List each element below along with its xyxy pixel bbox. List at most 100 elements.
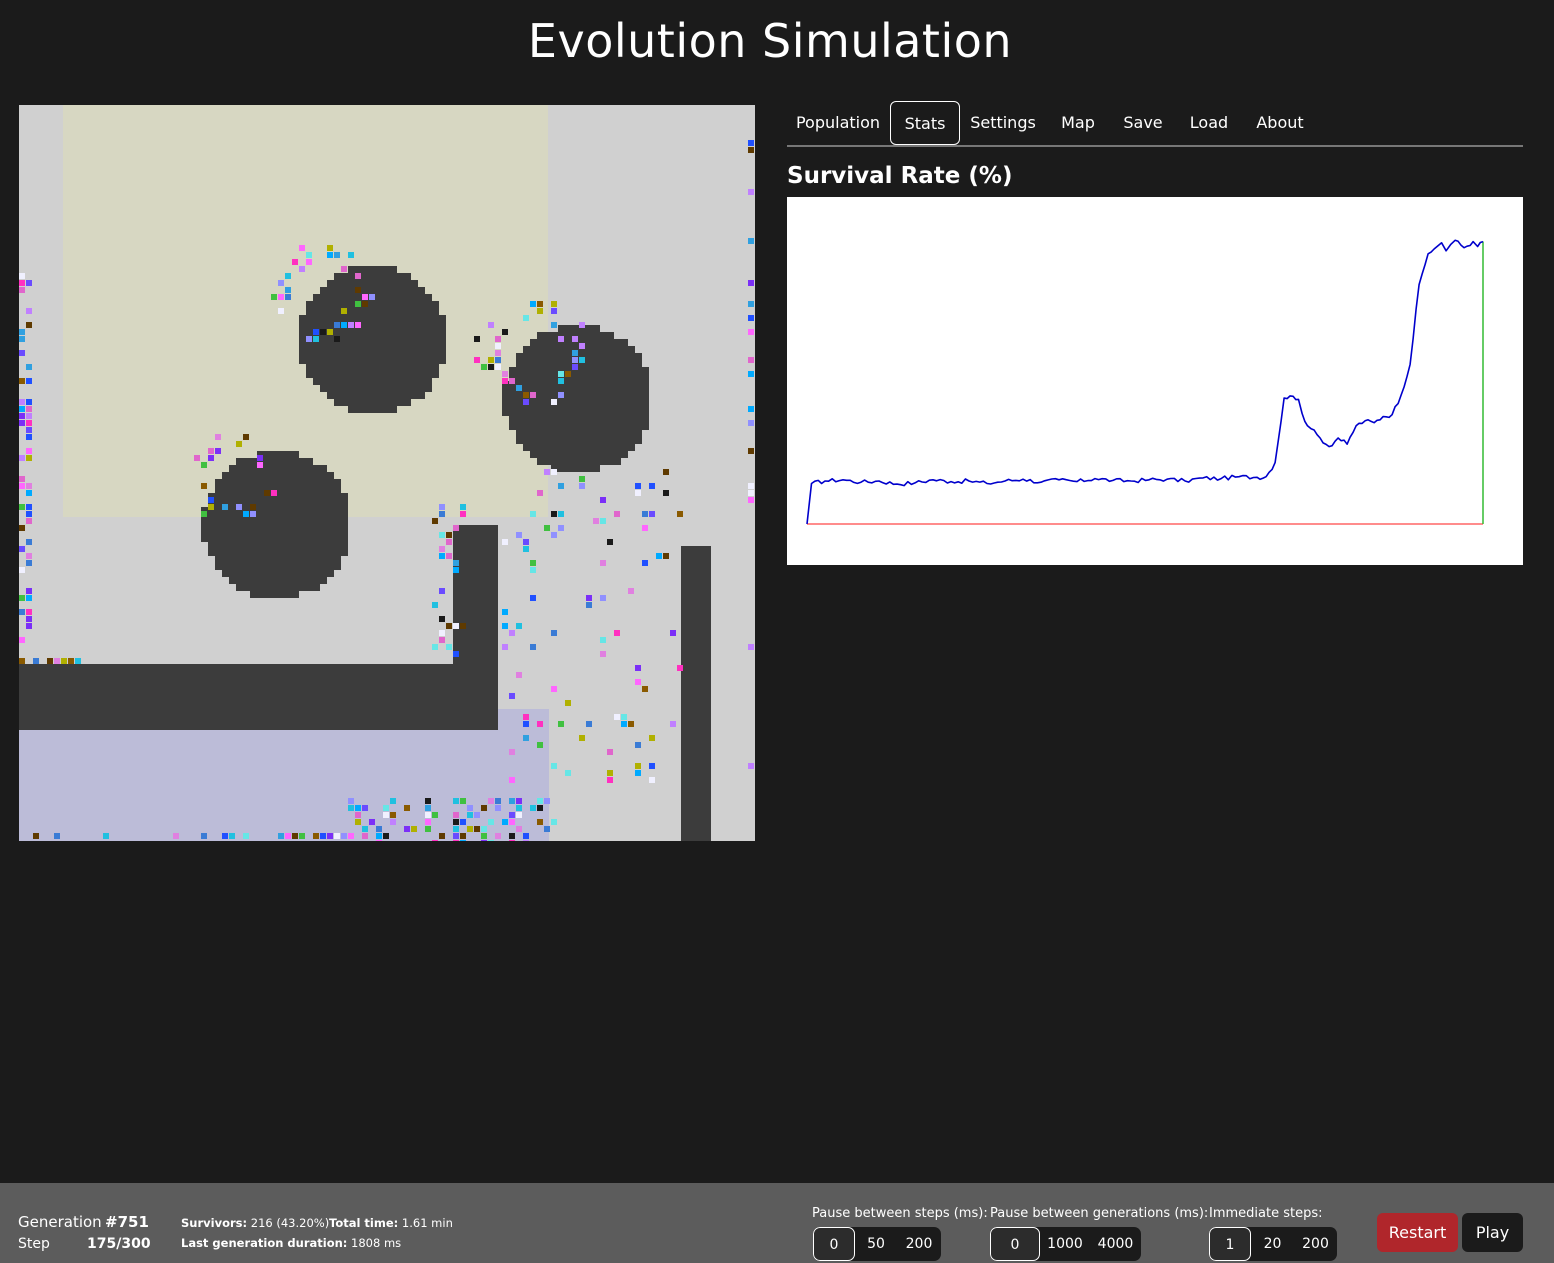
- creature: [306, 336, 312, 342]
- creature: [551, 532, 557, 538]
- play-button[interactable]: Play: [1462, 1213, 1523, 1252]
- creature: [572, 357, 578, 363]
- creature: [19, 273, 25, 279]
- pause-gens-option[interactable]: 0: [990, 1227, 1040, 1261]
- creature: [411, 826, 417, 832]
- creature: [26, 308, 32, 314]
- survivors-value: 216 (43.20%): [251, 1216, 329, 1230]
- creature: [439, 616, 445, 622]
- creature: [26, 511, 32, 517]
- creature: [355, 301, 361, 307]
- creature: [26, 406, 32, 412]
- immediate-steps-option[interactable]: 200: [1294, 1227, 1337, 1261]
- creature: [530, 392, 536, 398]
- obstacle-row: [313, 378, 432, 385]
- creature: [558, 336, 564, 342]
- creature: [26, 448, 32, 454]
- restart-button[interactable]: Restart: [1377, 1213, 1458, 1252]
- creature: [208, 448, 214, 454]
- creature: [425, 805, 431, 811]
- creature: [432, 840, 438, 841]
- creature: [537, 721, 543, 727]
- creature: [299, 266, 305, 272]
- creature: [425, 812, 431, 818]
- obstacle-row: [299, 322, 446, 329]
- creature: [327, 329, 333, 335]
- creature: [446, 623, 452, 629]
- creature: [453, 798, 459, 804]
- tab-map[interactable]: Map: [1047, 101, 1109, 145]
- obstacle-row: [229, 577, 327, 584]
- creature: [103, 833, 109, 839]
- creature: [334, 252, 340, 258]
- obstacle-row: [208, 549, 348, 556]
- creature: [748, 189, 754, 195]
- obstacle-row: [215, 563, 341, 570]
- creature: [474, 357, 480, 363]
- creature: [19, 609, 25, 615]
- total-time-value: 1.61 min: [402, 1216, 453, 1230]
- creature: [523, 392, 529, 398]
- obstacle-row: [299, 343, 446, 350]
- tab-about[interactable]: About: [1245, 101, 1315, 145]
- pause-steps-option[interactable]: 200: [897, 1227, 941, 1261]
- creature: [208, 455, 214, 461]
- obstacle-row: [516, 430, 642, 437]
- world-canvas[interactable]: [19, 105, 755, 841]
- creature: [558, 378, 564, 384]
- creature: [509, 777, 515, 783]
- creature: [355, 812, 361, 818]
- creature: [348, 798, 354, 804]
- creature: [572, 350, 578, 356]
- pause-steps-option[interactable]: 0: [813, 1227, 855, 1261]
- creature: [544, 525, 550, 531]
- creature: [748, 301, 754, 307]
- creature: [481, 840, 487, 841]
- tab-stats[interactable]: Stats: [890, 101, 960, 145]
- creature: [173, 833, 179, 839]
- creature: [530, 560, 536, 566]
- obstacle-row: [516, 437, 642, 444]
- survivors-label: Survivors:: [181, 1216, 247, 1230]
- obstacle-row: [502, 381, 649, 388]
- simulation-world[interactable]: [19, 105, 755, 841]
- obstacle-row: [236, 584, 320, 591]
- creature: [748, 147, 754, 153]
- tab-save[interactable]: Save: [1112, 101, 1174, 145]
- creature: [495, 350, 501, 356]
- creature: [649, 735, 655, 741]
- creature: [495, 336, 501, 342]
- immediate-steps-option[interactable]: 20: [1251, 1227, 1294, 1261]
- creature: [425, 819, 431, 825]
- pause-gens-option[interactable]: 1000: [1040, 1227, 1090, 1261]
- creature: [523, 539, 529, 545]
- creature: [19, 658, 25, 664]
- tab-settings[interactable]: Settings: [962, 101, 1044, 145]
- tab-load[interactable]: Load: [1178, 101, 1240, 145]
- obstacle-row: [306, 308, 439, 315]
- creature: [748, 644, 754, 650]
- creature: [516, 805, 522, 811]
- creature: [628, 721, 634, 727]
- creature: [236, 441, 242, 447]
- pause-steps-option[interactable]: 50: [855, 1227, 897, 1261]
- creature: [586, 595, 592, 601]
- obstacle-wall: [681, 546, 711, 841]
- creature: [586, 602, 592, 608]
- creature: [26, 616, 32, 622]
- creature: [201, 462, 207, 468]
- creature: [509, 630, 515, 636]
- pause-gens-option[interactable]: 4000: [1090, 1227, 1141, 1261]
- obstacle-row: [306, 364, 439, 371]
- creature: [509, 840, 515, 841]
- creature: [551, 819, 557, 825]
- creature: [355, 287, 361, 293]
- creature: [558, 483, 564, 489]
- creature: [383, 812, 389, 818]
- creature: [530, 567, 536, 573]
- creature: [19, 336, 25, 342]
- creature: [19, 378, 25, 384]
- tab-population[interactable]: Population: [787, 101, 889, 145]
- creature: [523, 833, 529, 839]
- immediate-steps-option[interactable]: 1: [1209, 1227, 1251, 1261]
